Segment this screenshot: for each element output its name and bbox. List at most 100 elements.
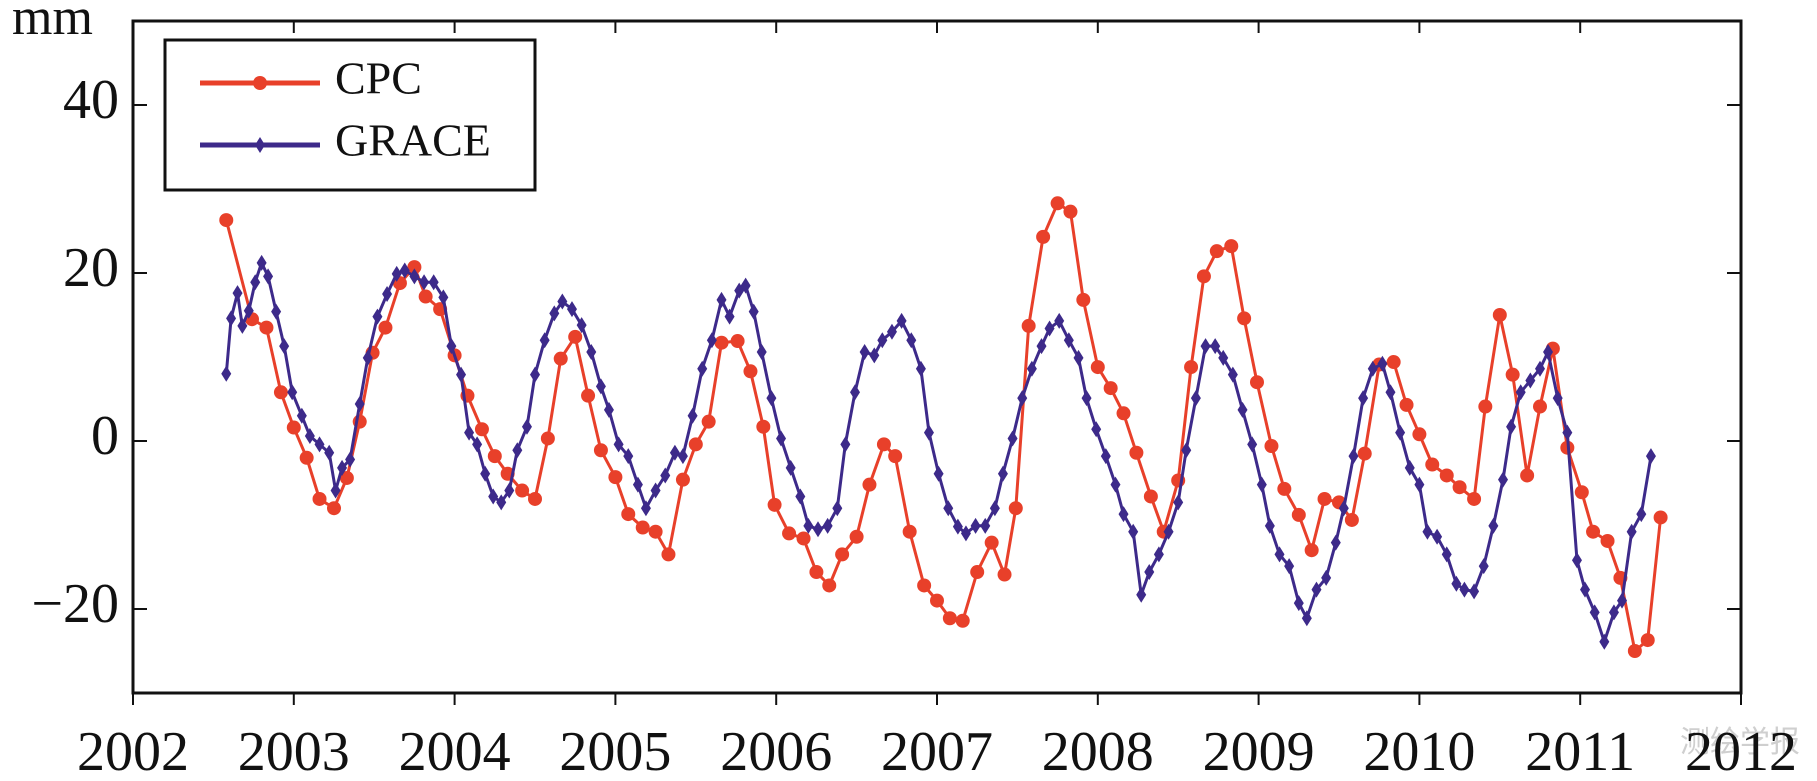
marker (1469, 583, 1480, 600)
marker (687, 407, 698, 424)
marker (488, 488, 499, 505)
marker (1153, 546, 1164, 563)
marker (701, 414, 716, 429)
marker (593, 443, 608, 458)
marker (906, 332, 917, 349)
marker (1076, 292, 1091, 307)
y-tick-label: −20 (31, 573, 119, 635)
marker (661, 547, 676, 562)
marker (822, 517, 833, 534)
marker (1617, 592, 1628, 609)
marker (568, 329, 583, 344)
marker (1036, 229, 1051, 244)
marker (1552, 390, 1563, 407)
marker (608, 470, 623, 485)
marker (766, 390, 777, 407)
marker (756, 343, 767, 360)
marker (1599, 633, 1610, 650)
marker (250, 274, 261, 291)
marker (496, 494, 507, 511)
marker (697, 360, 708, 377)
marker (1478, 399, 1493, 414)
marker (1091, 421, 1102, 438)
marker (1008, 501, 1023, 516)
marker (354, 396, 365, 413)
marker (472, 436, 483, 453)
marker (1574, 485, 1589, 500)
marker (409, 268, 420, 285)
marker (243, 302, 254, 319)
marker (1218, 349, 1229, 366)
marker (1589, 604, 1600, 621)
marker (1184, 360, 1199, 375)
marker (603, 401, 614, 418)
marker (464, 424, 475, 441)
marker (1367, 360, 1378, 377)
marker (1103, 381, 1118, 396)
marker (487, 449, 502, 464)
legend-label: CPC (335, 53, 422, 104)
marker (286, 420, 301, 435)
marker (237, 317, 248, 334)
marker (876, 437, 891, 452)
marker (330, 482, 341, 499)
marker (1284, 558, 1295, 575)
marker (1209, 244, 1224, 259)
marker (923, 424, 934, 441)
marker (1017, 390, 1028, 407)
marker (813, 521, 824, 538)
marker (740, 277, 751, 294)
marker (1640, 633, 1655, 648)
marker (1580, 581, 1591, 598)
marker (271, 303, 282, 320)
marker (378, 320, 393, 335)
marker (756, 419, 771, 434)
marker (1237, 311, 1252, 326)
marker (1321, 569, 1332, 586)
marker (1274, 546, 1285, 563)
marker (1100, 448, 1111, 465)
marker (219, 213, 234, 228)
marker (896, 312, 907, 329)
marker (1344, 512, 1359, 527)
marker (1451, 575, 1462, 592)
marker (886, 323, 897, 340)
marker (539, 332, 550, 349)
marker (576, 317, 587, 334)
x-tick-label: 2010 (1363, 721, 1475, 781)
marker (1293, 595, 1304, 612)
marker (255, 137, 265, 153)
marker (1488, 517, 1499, 534)
marker (372, 308, 383, 325)
marker (299, 450, 314, 465)
plot-frame (131, 19, 1743, 695)
marker (1200, 338, 1211, 355)
marker (1533, 399, 1547, 414)
marker (337, 459, 348, 476)
marker (1026, 360, 1037, 377)
marker (221, 365, 232, 382)
marker (1063, 204, 1078, 219)
marker (345, 451, 356, 468)
marker (930, 593, 944, 608)
marker (1459, 581, 1470, 598)
marker (553, 351, 568, 366)
marker (273, 385, 288, 400)
marker (955, 613, 970, 628)
marker (540, 431, 555, 446)
marker (748, 303, 759, 320)
marker (1256, 476, 1267, 493)
marker (613, 436, 624, 453)
marker (259, 320, 274, 335)
marker (263, 268, 274, 285)
marker (1467, 491, 1482, 506)
marker (785, 459, 796, 476)
marker (809, 565, 824, 580)
marker (997, 465, 1008, 482)
y-axis-label: mm (12, 0, 93, 46)
marker (730, 334, 745, 349)
marker (327, 501, 341, 516)
y-tick-label: 40 (63, 69, 119, 131)
marker (312, 491, 327, 506)
marker (1626, 523, 1637, 540)
